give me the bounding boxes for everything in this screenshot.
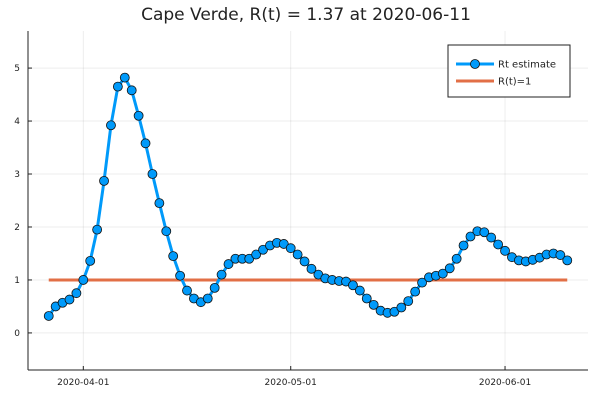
rt-point	[112, 81, 123, 92]
y-tick-label: 2	[14, 223, 20, 233]
rt-point	[562, 255, 573, 266]
rt-point	[147, 169, 158, 179]
rt-point	[168, 251, 179, 262]
rt-point	[500, 245, 510, 256]
rt-point	[368, 299, 379, 310]
x-tick-label: 2020-06-01	[479, 378, 531, 388]
axes: 0 1 2 3 4 5 2020-04-01 2020-05-01 2020-06-01	[14, 31, 588, 388]
rt-point	[202, 293, 213, 304]
rt-point	[292, 249, 303, 260]
legend-box	[447, 44, 571, 98]
chart-title: Cape Verde, R(t) = 1.37 at 2020-06-11	[141, 5, 471, 25]
rt-point	[175, 270, 185, 281]
rt-point	[493, 239, 504, 250]
rt-point	[106, 120, 116, 131]
rt-point	[403, 296, 414, 307]
rt-point	[154, 198, 165, 209]
rt-point	[140, 138, 151, 149]
rt-point	[465, 231, 476, 242]
rt-point	[361, 293, 372, 304]
rt-point	[99, 176, 109, 186]
rt-point	[417, 277, 427, 288]
rt-point	[43, 311, 54, 321]
rt-point	[306, 263, 317, 274]
legend: Rt estimate R(t)=1	[447, 44, 571, 98]
rt-point	[92, 224, 103, 235]
rt-point	[64, 294, 75, 305]
rt-point	[251, 249, 262, 260]
rt-point	[348, 280, 358, 291]
rt-point	[85, 255, 96, 266]
rt-point	[458, 240, 469, 251]
rt-point	[451, 253, 462, 264]
rt-point	[486, 232, 497, 243]
rt-point	[299, 256, 310, 267]
rt-point	[555, 250, 566, 260]
legend-label: R(t)=1	[498, 77, 531, 88]
rt-point	[285, 243, 296, 254]
legend-label: Rt estimate	[498, 60, 556, 71]
rt-point	[71, 288, 82, 299]
y-tick-label: 5	[14, 64, 20, 74]
rt-point	[223, 259, 234, 269]
rt-point	[161, 226, 172, 237]
rt-point	[78, 275, 89, 285]
rt-point	[119, 72, 130, 83]
rt-point	[444, 263, 455, 274]
rt-point	[216, 269, 227, 280]
rt-point	[479, 227, 490, 238]
rt-point	[396, 302, 407, 313]
rt-point	[410, 286, 421, 297]
rt-point	[437, 268, 448, 279]
y-tick-label: 0	[14, 329, 20, 339]
x-tick-label: 2020-04-01	[57, 378, 109, 388]
legend-swatch-marker	[470, 59, 480, 69]
rt-point	[126, 85, 137, 96]
rt-point	[209, 282, 220, 293]
rt-point	[133, 110, 144, 121]
rt-point	[354, 285, 365, 296]
series-layer	[43, 72, 573, 321]
y-tick-label: 1	[14, 276, 20, 286]
x-tick-label: 2020-05-01	[265, 378, 317, 388]
y-tick-label: 3	[14, 170, 20, 180]
y-tick-label: 4	[14, 117, 20, 127]
rt-point	[182, 285, 192, 296]
